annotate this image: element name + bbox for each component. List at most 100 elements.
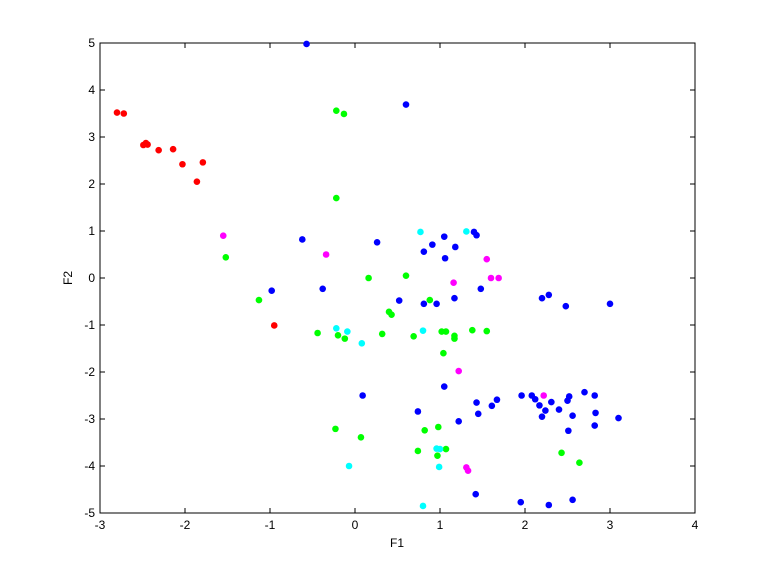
data-point [548, 398, 555, 406]
data-point [359, 392, 366, 399]
data-point [219, 232, 227, 239]
x-tick-label: -3 [95, 518, 106, 532]
points-layer [113, 40, 622, 510]
x-axis-label: F1 [390, 536, 404, 550]
data-point [469, 326, 476, 334]
data-point [455, 367, 463, 375]
data-point [426, 296, 434, 304]
data-point [414, 408, 422, 415]
data-point [518, 392, 525, 399]
data-point [441, 254, 449, 262]
y-tick-label: -5 [84, 506, 95, 520]
y-tick-label: 0 [88, 271, 95, 285]
data-point [402, 272, 410, 279]
data-point [477, 285, 485, 293]
data-point [442, 328, 450, 335]
data-point [222, 254, 230, 261]
plot-area [99, 42, 696, 514]
data-point [333, 194, 340, 202]
data-point [538, 294, 546, 302]
data-point [395, 297, 403, 304]
data-point [414, 447, 422, 455]
data-point [270, 322, 278, 329]
data-point [144, 141, 151, 148]
x-tick-label: 3 [607, 518, 614, 532]
data-point [474, 410, 482, 418]
x-tick-label: -2 [180, 518, 191, 532]
data-point [434, 452, 441, 459]
data-point [358, 340, 366, 347]
data-point [365, 274, 372, 282]
data-point [488, 402, 496, 410]
data-point [473, 231, 480, 239]
data-point [531, 395, 539, 403]
data-point [420, 300, 428, 308]
data-point [495, 274, 502, 282]
data-point [419, 502, 427, 510]
data-point [340, 110, 348, 118]
data-point [440, 383, 448, 390]
y-tick-label: 2 [88, 177, 95, 191]
data-point [576, 459, 583, 467]
data-point [419, 327, 427, 334]
data-point [451, 335, 458, 342]
data-point [442, 445, 450, 453]
y-tick-label: -2 [84, 365, 95, 379]
data-point [120, 110, 128, 117]
data-point [268, 287, 276, 294]
data-point [155, 146, 162, 154]
data-point [473, 399, 480, 406]
data-point [545, 501, 553, 509]
data-point [436, 445, 444, 453]
data-point [450, 279, 457, 287]
y-tick-label: 4 [88, 83, 95, 97]
y-axis-label: F2 [61, 271, 75, 285]
data-point [472, 490, 480, 498]
data-point [421, 426, 429, 434]
data-point [463, 228, 470, 235]
data-point [452, 243, 459, 251]
data-point [606, 300, 614, 308]
data-point [483, 327, 491, 335]
data-point [542, 407, 549, 414]
data-point [417, 228, 424, 236]
data-point [562, 302, 570, 310]
y-tick-label: -1 [84, 318, 95, 332]
data-point [435, 423, 442, 431]
data-point [565, 393, 573, 400]
y-tick-label: -4 [84, 459, 95, 473]
y-tick-label: -3 [84, 412, 95, 426]
data-point [113, 109, 121, 116]
data-point [193, 178, 201, 185]
data-point [322, 251, 330, 258]
data-point [615, 414, 622, 422]
data-point [433, 300, 440, 308]
data-point [319, 285, 327, 293]
x-tick-label: 4 [692, 518, 699, 532]
data-point [334, 332, 342, 339]
data-point [333, 324, 340, 332]
data-point [555, 406, 563, 413]
data-point [429, 241, 436, 248]
data-point [493, 396, 501, 404]
data-point [435, 463, 443, 471]
data-point [517, 498, 525, 506]
data-point [455, 418, 463, 425]
data-point [373, 238, 381, 246]
data-point [179, 160, 186, 168]
x-tick-label: 0 [352, 518, 359, 532]
data-point [483, 255, 491, 263]
data-point [410, 332, 417, 340]
data-point [487, 274, 495, 282]
data-point [565, 427, 572, 435]
y-tick-label: 1 [88, 224, 95, 238]
x-tick-label: -1 [265, 518, 276, 532]
data-point [440, 349, 447, 357]
y-tick-label: 3 [88, 130, 95, 144]
data-point [341, 335, 349, 342]
data-point [569, 496, 576, 504]
data-point [332, 425, 339, 433]
ticks-layer: -3 -2 -1 0 1 2 3 4 -5 -4 -3 -2 -1 0 1 2 3 4 5 [84, 36, 698, 532]
